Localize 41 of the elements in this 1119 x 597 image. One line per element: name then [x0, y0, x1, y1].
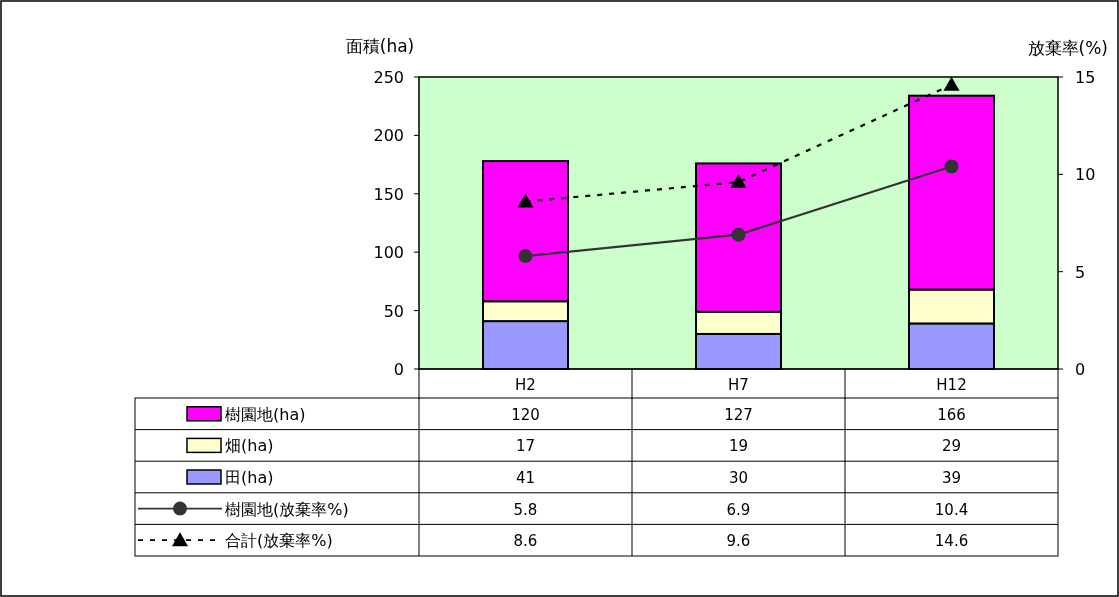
legend-label: 合計(放棄率%)	[225, 531, 333, 551]
point	[944, 159, 959, 174]
legend-label: 畑(ha)	[225, 436, 274, 456]
data-label: 39	[941, 469, 962, 487]
point	[943, 76, 960, 91]
y-tick-label: 200	[373, 126, 404, 146]
data-label: 19	[728, 437, 749, 456]
y-tick-label: 0	[393, 360, 404, 379]
data-label: 9.6	[726, 532, 751, 551]
data-label: 127	[724, 405, 753, 424]
y2-tick-label: 0	[1075, 360, 1086, 379]
point	[518, 249, 533, 264]
data-label: 41	[515, 469, 536, 487]
point	[730, 174, 747, 189]
data-label: 30	[728, 469, 749, 487]
data-label: 29	[941, 437, 962, 456]
data-label: 8.6	[513, 532, 538, 551]
y-tick-label: 100	[373, 243, 404, 263]
y2-tick-label: 5	[1075, 262, 1086, 282]
point	[517, 193, 534, 208]
legend-label: 田(ha)	[225, 468, 274, 487]
x-tick-label: H12	[936, 376, 967, 394]
legend-label: 樹園地(放棄率%)	[225, 499, 349, 519]
data-label: 5.8	[513, 500, 538, 519]
data-label: 6.9	[726, 500, 751, 519]
y2-tick-label: 15	[1075, 68, 1096, 87]
y-tick-label: 250	[373, 68, 404, 87]
x-tick-label: H2	[515, 376, 536, 394]
data-label: 120	[511, 405, 540, 424]
y-tick-label: 50	[383, 301, 404, 321]
data-label: 14.6	[934, 532, 969, 551]
legend-label: 樹園地(ha)	[225, 404, 306, 424]
y2-tick-label: 10	[1075, 165, 1096, 185]
data-label: 10.4	[934, 500, 969, 519]
y-tick-label: 150	[373, 184, 404, 204]
data-label: 166	[937, 405, 966, 424]
data-label: 17	[515, 437, 536, 456]
y-axis-title: 面積(ha)	[345, 36, 415, 56]
point	[731, 227, 746, 242]
y2-axis-title: 放棄率(%)	[1027, 38, 1108, 58]
x-tick-label: H7	[728, 376, 749, 394]
